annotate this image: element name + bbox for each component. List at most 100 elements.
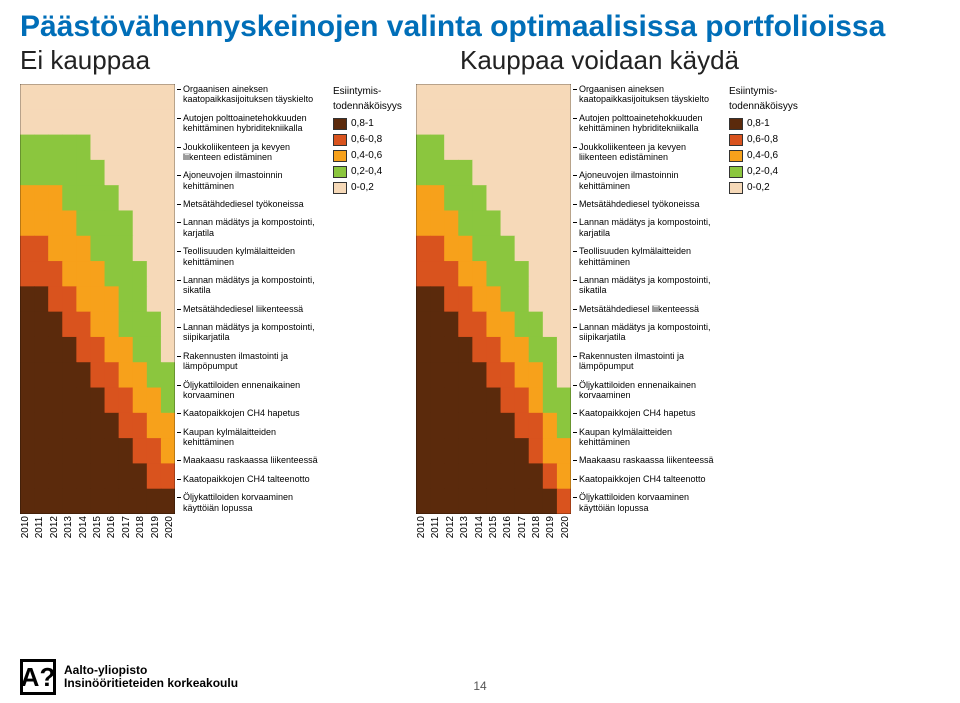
category-label: Joukkoliikenteen ja kevyen liikenteen ed… [573, 142, 723, 163]
category-label: Teollisuuden kylmälaitteiden kehittämine… [177, 246, 327, 267]
category-labels-left: Orgaanisen aineksen kaatopaikkasijoituks… [175, 84, 327, 514]
year-label: 2019 [545, 516, 556, 538]
legend-swatch [729, 118, 743, 130]
category-label: Maakaasu raskaassa liikenteessä [573, 455, 723, 465]
category-label: Lannan mädätys ja kompostointi, siipikar… [177, 322, 327, 343]
year-label: 2011 [430, 516, 441, 538]
year-label: 2015 [488, 516, 499, 538]
legend-item: 0-0,2 [333, 180, 402, 195]
legend-swatch [333, 166, 347, 178]
category-label: Maakaasu raskaassa liikenteessä [177, 455, 327, 465]
legend-label: 0,6-0,8 [351, 132, 382, 147]
chart-panels: 2010201120122013201420152016201720182019… [20, 84, 940, 538]
year-label: 2018 [531, 516, 542, 538]
year-label: 2010 [416, 516, 427, 538]
legend-item: 0,6-0,8 [333, 132, 402, 147]
legend-label: 0,6-0,8 [747, 132, 778, 147]
legend-right: Esiintymis-todennäköisyys 0,8-10,6-0,80,… [729, 84, 798, 196]
category-label: Metsätähdediesel liikenteessä [177, 304, 327, 314]
year-label: 2012 [445, 516, 456, 538]
year-label: 2013 [63, 516, 74, 538]
legend-swatch [729, 134, 743, 146]
category-label: Autojen polttoainetehokkuuden kehittämin… [573, 113, 723, 134]
category-label: Öljykattiloiden korvaaminen käyttöiän lo… [177, 492, 327, 513]
footer-dept: Insinööritieteiden korkeakoulu [64, 677, 238, 690]
category-label: Rakennusten ilmastointi ja lämpöpumput [177, 351, 327, 372]
category-label: Öljykattiloiden ennenaikainen korvaamine… [573, 380, 723, 401]
legend-swatch [729, 150, 743, 162]
legend-header: Esiintymis-todennäköisyys [729, 84, 798, 114]
aalto-logo: A? [20, 659, 56, 695]
category-label: Öljykattiloiden korvaaminen käyttöiän lo… [573, 492, 723, 513]
category-label: Orgaanisen aineksen kaatopaikkasijoituks… [573, 84, 723, 105]
legend-swatch [729, 166, 743, 178]
footer: A? Aalto-yliopisto Insinööritieteiden ko… [20, 659, 238, 695]
legend-swatch [333, 150, 347, 162]
category-label: Ajoneuvojen ilmastoinnin kehittäminen [177, 170, 327, 191]
category-label: Öljykattiloiden ennenaikainen korvaamine… [177, 380, 327, 401]
legend-label: 0-0,2 [351, 180, 374, 195]
subtitle-left: Ei kauppaa [20, 45, 460, 76]
category-label: Lannan mädätys ja kompostointi, sikatila [177, 275, 327, 296]
category-label: Autojen polttoainetehokkuuden kehittämin… [177, 113, 327, 134]
category-label: Ajoneuvojen ilmastoinnin kehittäminen [573, 170, 723, 191]
year-label: 2016 [502, 516, 513, 538]
year-label: 2010 [20, 516, 31, 538]
chart-left [20, 84, 175, 514]
year-label: 2017 [121, 516, 132, 538]
year-label: 2012 [49, 516, 60, 538]
year-label: 2015 [92, 516, 103, 538]
legend-label: 0,4-0,6 [351, 148, 382, 163]
legend-item: 0,2-0,4 [333, 164, 402, 179]
legend-label: 0,4-0,6 [747, 148, 778, 163]
year-label: 2016 [106, 516, 117, 538]
legend-label: 0,2-0,4 [351, 164, 382, 179]
category-label: Orgaanisen aineksen kaatopaikkasijoituks… [177, 84, 327, 105]
category-label: Kaatopaikkojen CH4 talteenotto [573, 474, 723, 484]
page-number: 14 [473, 679, 486, 693]
page-title: Päästövähennyskeinojen valinta optimaali… [20, 10, 940, 43]
year-label: 2014 [78, 516, 89, 538]
chart-right [416, 84, 571, 514]
category-labels-right: Orgaanisen aineksen kaatopaikkasijoituks… [571, 84, 723, 514]
legend-item: 0,2-0,4 [729, 164, 798, 179]
year-label: 2020 [560, 516, 571, 538]
category-label: Kaatopaikkojen CH4 talteenotto [177, 474, 327, 484]
legend-item: 0,4-0,6 [333, 148, 402, 163]
legend-item: 0-0,2 [729, 180, 798, 195]
year-label: 2019 [150, 516, 161, 538]
legend-swatch [729, 182, 743, 194]
category-label: Metsätähdediesel liikenteessä [573, 304, 723, 314]
category-label: Kaatopaikkojen CH4 hapetus [573, 408, 723, 418]
legend-item: 0,8-1 [729, 116, 798, 131]
x-axis-left: 20102011 20122013 201420152016 20172018 2019… [20, 516, 175, 538]
category-label: Kaatopaikkojen CH4 hapetus [177, 408, 327, 418]
year-label: 2020 [164, 516, 175, 538]
year-label: 2014 [474, 516, 485, 538]
category-label: Lannan mädätys ja kompostointi, karjatil… [177, 217, 327, 238]
legend-label: 0,8-1 [747, 116, 770, 131]
legend-swatch [333, 134, 347, 146]
category-label: Kaupan kylmälaitteiden kehittäminen [177, 427, 327, 448]
year-label: 2013 [459, 516, 470, 538]
category-label: Metsätähdediesel työkoneissa [177, 199, 327, 209]
legend-label: 0-0,2 [747, 180, 770, 195]
panel-left: 20102011 20122013 201420152016 20172018 2019… [20, 84, 402, 538]
year-label: 2018 [135, 516, 146, 538]
panel-right: 20102011 20122013 201420152016 201720182019… [416, 84, 798, 538]
category-label: Lannan mädätys ja kompostointi, siipikar… [573, 322, 723, 343]
year-label: 2011 [34, 516, 45, 538]
category-label: Rakennusten ilmastointi ja lämpöpumput [573, 351, 723, 372]
category-label: Kaupan kylmälaitteiden kehittäminen [573, 427, 723, 448]
legend-swatch [333, 182, 347, 194]
legend-left: Esiintymis-todennäköisyys 0,8-10,6-0,80,… [333, 84, 402, 196]
category-label: Lannan mädätys ja kompostointi, karjatil… [573, 217, 723, 238]
legend-label: 0,2-0,4 [747, 164, 778, 179]
legend-item: 0,8-1 [333, 116, 402, 131]
year-label: 2017 [517, 516, 528, 538]
legend-item: 0,4-0,6 [729, 148, 798, 163]
category-label: Lannan mädätys ja kompostointi, sikatila [573, 275, 723, 296]
category-label: Joukkoliikenteen ja kevyen liikenteen ed… [177, 142, 327, 163]
x-axis-right: 20102011 20122013 201420152016 201720182019… [416, 516, 571, 538]
category-label: Metsätähdediesel työkoneissa [573, 199, 723, 209]
